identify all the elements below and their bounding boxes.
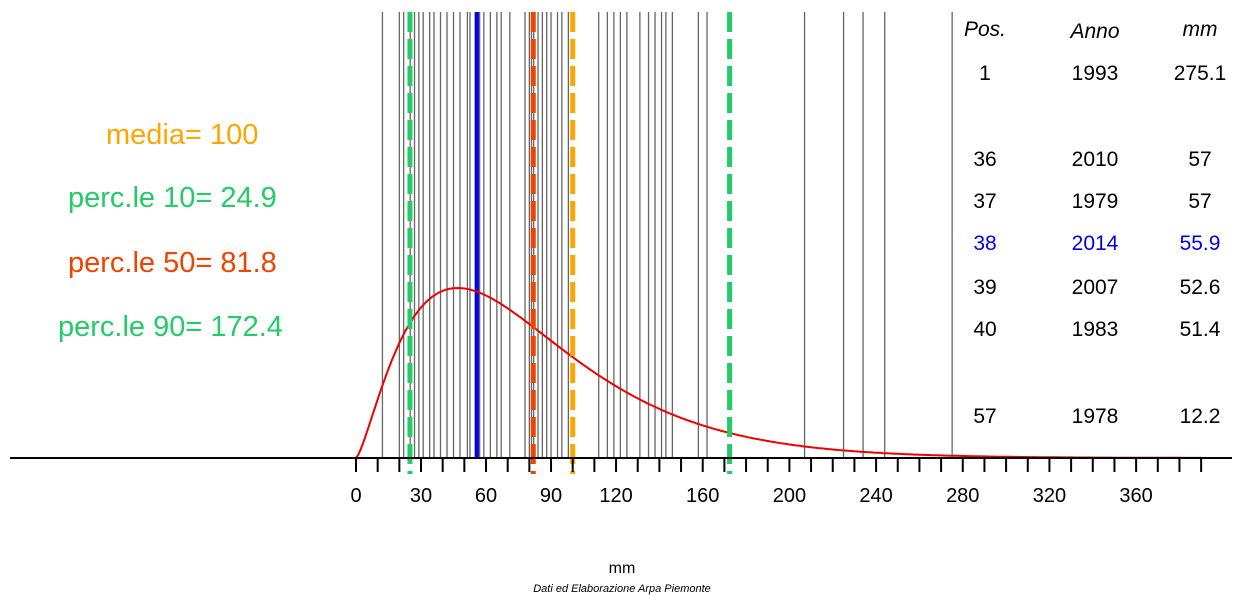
x-axis-label: mm bbox=[608, 560, 636, 577]
table-header-pos: Pos. bbox=[963, 18, 1007, 41]
table-cell-mm: 57 bbox=[1188, 148, 1212, 171]
x-tick-label: 0 bbox=[350, 485, 361, 507]
table-cell-mm: 51.4 bbox=[1179, 318, 1221, 341]
x-axis: 0 30 60 90 120 160 200 240 280 320 360 bbox=[350, 458, 1203, 507]
density-curve bbox=[355, 286, 1202, 459]
stat-percentile-50: perc.le 50= 81.8 bbox=[68, 247, 277, 279]
observation-lines bbox=[381, 12, 953, 458]
table-cell-mm: 55.9 bbox=[1179, 232, 1221, 255]
stat-percentile-90: perc.le 90= 172.4 bbox=[58, 311, 283, 343]
table-cell-anno: 1993 bbox=[1071, 62, 1119, 85]
table-cell-pos: 37 bbox=[973, 190, 997, 213]
x-tick-label: 320 bbox=[1033, 485, 1066, 507]
x-tick-label: 240 bbox=[859, 485, 892, 507]
table-cell-pos: 1 bbox=[979, 62, 991, 85]
x-tick-label: 120 bbox=[599, 485, 632, 507]
table-cell-pos: 38 bbox=[973, 232, 997, 255]
table-cell-pos: 40 bbox=[973, 318, 997, 341]
table-header-anno: Anno bbox=[1070, 20, 1120, 43]
x-tick-label: 280 bbox=[946, 485, 979, 507]
table-cell-pos: 36 bbox=[973, 148, 997, 171]
x-tick-label: 90 bbox=[540, 485, 562, 507]
table-cell-mm: 57 bbox=[1188, 190, 1212, 213]
table-cell-anno: 2014 bbox=[1071, 232, 1119, 255]
table-cell-mm: 12.2 bbox=[1179, 405, 1221, 428]
table-cell-anno: 1979 bbox=[1071, 190, 1119, 213]
table-header-mm: mm bbox=[1182, 18, 1218, 41]
table-cell-pos: 57 bbox=[973, 405, 997, 428]
table-cell-mm: 52.6 bbox=[1179, 276, 1221, 299]
credit-line: Dati ed Elaborazione Arpa Piemonte bbox=[533, 583, 711, 595]
table-cell-anno: 1978 bbox=[1071, 405, 1119, 428]
x-tick-label: 60 bbox=[475, 485, 497, 507]
density-curve-group bbox=[355, 286, 1202, 459]
stat-percentile-10: perc.le 10= 24.9 bbox=[68, 182, 277, 214]
table-cell-anno: 1983 bbox=[1071, 318, 1119, 341]
table-cell-pos: 39 bbox=[973, 276, 997, 299]
reference-lines bbox=[407, 12, 733, 474]
table-cell-anno: 2010 bbox=[1071, 148, 1119, 171]
x-tick-label: 360 bbox=[1119, 485, 1152, 507]
table-cell-mm: 275.1 bbox=[1173, 62, 1227, 85]
stat-media: media= 100 bbox=[106, 119, 259, 151]
x-tick-label: 160 bbox=[686, 485, 719, 507]
table-cell-anno: 2007 bbox=[1071, 276, 1119, 299]
x-tick-label: 200 bbox=[773, 485, 806, 507]
x-tick-label: 30 bbox=[410, 485, 432, 507]
